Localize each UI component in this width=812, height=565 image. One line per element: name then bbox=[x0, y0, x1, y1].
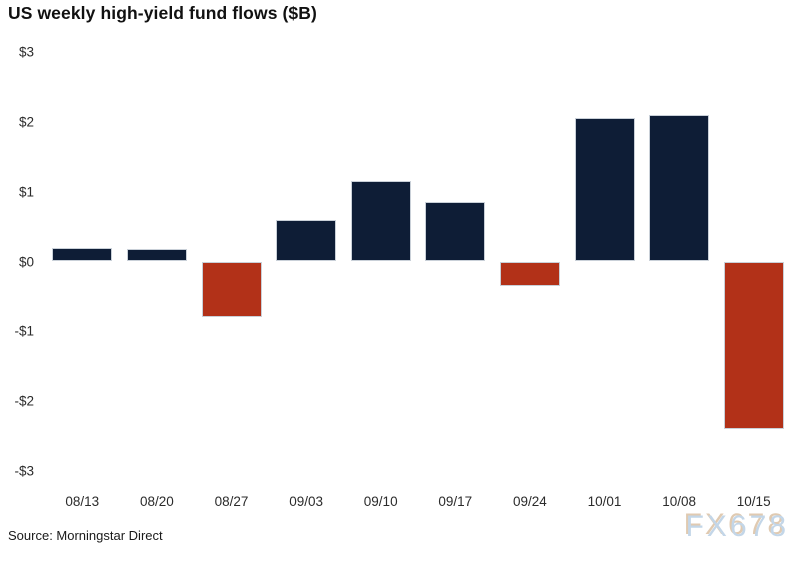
y-tick-label: $2 bbox=[18, 114, 34, 130]
bar bbox=[425, 202, 486, 262]
x-tick-label: 08/13 bbox=[65, 494, 100, 509]
source-note: Source: Morningstar Direct bbox=[8, 528, 163, 543]
x-tick-label: 09/10 bbox=[363, 494, 398, 509]
y-tick-label: $0 bbox=[18, 254, 34, 269]
bar bbox=[201, 261, 262, 318]
x-tick-label: 10/01 bbox=[587, 494, 622, 509]
bar bbox=[52, 247, 113, 262]
y-tick-label: -$1 bbox=[14, 323, 34, 339]
y-tick-label: $3 bbox=[18, 44, 34, 60]
x-tick-label: 10/15 bbox=[736, 494, 771, 509]
bar bbox=[649, 114, 710, 262]
bar bbox=[126, 248, 187, 262]
x-tick-label: 08/20 bbox=[139, 494, 174, 509]
bar bbox=[723, 261, 784, 430]
bar bbox=[499, 261, 560, 286]
chart-title: US weekly high-yield fund flows ($B) bbox=[8, 3, 317, 23]
x-tick-label: 09/03 bbox=[289, 494, 323, 509]
bar bbox=[350, 181, 411, 262]
x-tick-label: 08/27 bbox=[214, 494, 249, 509]
x-tick-label: 09/17 bbox=[438, 494, 473, 509]
x-tick-label: 09/24 bbox=[512, 494, 547, 509]
y-tick-label: $1 bbox=[18, 184, 34, 200]
y-tick-label: -$3 bbox=[14, 463, 34, 479]
watermark-fx678: FX678 bbox=[685, 510, 789, 543]
x-tick-label: 10/08 bbox=[662, 494, 696, 509]
y-tick-label: -$2 bbox=[14, 393, 34, 409]
bar bbox=[276, 219, 337, 262]
bar bbox=[574, 118, 635, 262]
